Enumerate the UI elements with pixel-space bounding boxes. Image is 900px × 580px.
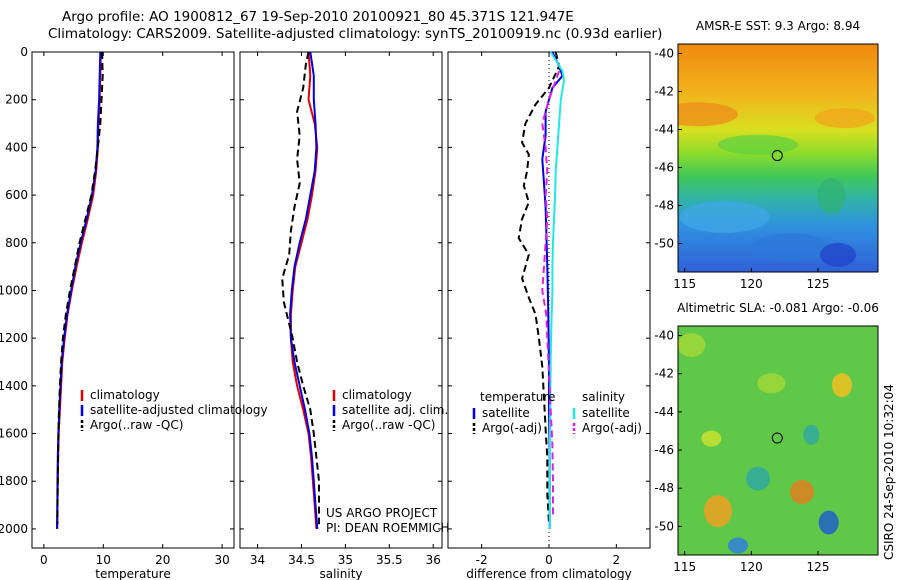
salinity-xtick-label: 35.5 [376, 553, 403, 567]
salinity-legend-label: Argo(..raw -QC) [342, 418, 435, 432]
difference-legend-header-temperature: temperature [480, 390, 555, 404]
sst-field-blob [817, 178, 846, 214]
sla_map-ytick-label: -40 [654, 329, 674, 343]
sla-field-blob [818, 510, 839, 535]
sst-field-blob [814, 108, 875, 129]
salinity-xtick-label: 34.5 [288, 553, 315, 567]
temperature-xlabel: temperature [95, 567, 170, 580]
sst-field-base [678, 44, 878, 272]
temperature-xtick-label: 30 [214, 553, 229, 567]
sst_map-xtick-label: 125 [807, 277, 830, 291]
sla-field-blob [746, 466, 770, 491]
temperature-series-climatology [56, 51, 102, 529]
difference-xtick-label: -2 [476, 553, 488, 567]
sst_map-ytick-label: -40 [654, 47, 674, 61]
salinity-xtick-label: 36 [426, 553, 441, 567]
temperature-legend-label: climatology [90, 388, 160, 402]
footer-project: US ARGO PROJECT [326, 506, 438, 520]
difference-series-salinity-satellite [548, 51, 566, 529]
sst_map-argo-marker [771, 150, 783, 162]
ytick-label: 1800 [0, 474, 28, 488]
sla-field-blob [832, 373, 852, 398]
ytick-label: 1600 [0, 427, 28, 441]
difference-xtick-label: 2 [613, 553, 621, 567]
sla_map-ytick-label: -50 [654, 519, 674, 533]
sst_map-xtick-label: 115 [673, 277, 696, 291]
temperature-series-satellite-adjusted-climatology [56, 51, 102, 529]
salinity-series-argo-raw-qc- [281, 51, 320, 525]
ytick-label: 1200 [0, 331, 28, 345]
ytick-label: 200 [5, 93, 28, 107]
sst_map-ytick-label: -50 [654, 237, 674, 251]
difference-legend-label: Argo(-adj) [482, 421, 542, 435]
temperature-legend-label: satellite-adjusted climatology [90, 403, 268, 417]
footer-pi: PI: DEAN ROEMMICH [326, 521, 449, 535]
salinity-xtick-label: 34 [250, 553, 265, 567]
salinity-series-climatology [289, 51, 319, 529]
sst_map-ytick-label: -42 [654, 85, 674, 99]
temperature-xtick-label: 0 [40, 553, 48, 567]
sst_map-field [678, 44, 878, 272]
title-line-1: Argo profile: AO 1900812_67 19-Sep-2010 … [62, 9, 574, 25]
sla_map-xtick-label: 125 [807, 560, 830, 574]
ytick-label: 1000 [0, 283, 28, 297]
ytick-label: 1400 [0, 379, 28, 393]
sla-field-blob [803, 424, 820, 445]
sla_map-ytick-label: -42 [654, 367, 674, 381]
salinity-axes-frame [239, 51, 443, 549]
temperature-xtick-label: 20 [155, 553, 170, 567]
temperature-legend-label: Argo(..raw -QC) [90, 418, 183, 432]
sst-field-blob [751, 233, 832, 262]
temperature-axes-frame [31, 51, 235, 549]
sst_map-ytick-label: -46 [654, 161, 674, 175]
sst-field-blob [679, 200, 770, 233]
temperature-xtick-label: 10 [96, 553, 111, 567]
sla_map-xtick-label: 115 [673, 560, 696, 574]
difference-legend-header-salinity: salinity [582, 390, 625, 404]
sla-field-blob [704, 495, 732, 528]
sla-field-blob [757, 373, 786, 394]
ytick-label: 600 [5, 188, 28, 202]
difference-legend-label: satellite [482, 406, 530, 420]
sla-field-blob [678, 333, 706, 358]
sst-field-blob [820, 242, 856, 267]
difference-xlabel: difference from climatology [466, 567, 632, 580]
ytick-label: 400 [5, 140, 28, 154]
ytick-label: 2000 [0, 522, 28, 536]
difference-legend-label: Argo(-adj) [582, 421, 642, 435]
sla_map-field [678, 326, 878, 555]
sst-field-blob [718, 134, 798, 155]
sla_map-title: Altimetric SLA: -0.081 Argo: -0.06 [677, 301, 879, 315]
sla-field-blob [728, 537, 748, 554]
sla_map-argo-marker [771, 432, 783, 444]
difference-legend-label: satellite [582, 406, 630, 420]
sla_map-ytick-label: -48 [654, 481, 674, 495]
difference-series-temperature-argo-adj- [517, 51, 561, 525]
sst_map-title: AMSR-E SST: 9.3 Argo: 8.94 [696, 19, 860, 33]
side-stamp: CSIRO 24-Sep-2010 10:32:04 [882, 384, 896, 560]
sst_map-frame [677, 43, 879, 273]
ytick-label: 800 [5, 236, 28, 250]
salinity-legend-label: satellite adj. clim. [342, 403, 448, 417]
difference-xtick-label: 0 [545, 553, 553, 567]
sst_map-ytick-label: -44 [654, 123, 674, 137]
sst_map-ytick-label: -48 [654, 199, 674, 213]
salinity-series-satellite-adj-clim- [289, 51, 319, 529]
sst-field-blob [678, 102, 738, 127]
sla_map-xtick-label: 120 [740, 560, 763, 574]
salinity-legend-label: climatology [342, 388, 412, 402]
ytick-label: 0 [20, 45, 28, 59]
sla-field-blob [790, 480, 814, 505]
sla_map-ytick-label: -44 [654, 405, 674, 419]
title-line-2: Climatology: CARS2009. Satellite-adjuste… [48, 26, 663, 42]
salinity-xtick-label: 35 [338, 553, 353, 567]
sla_map-ytick-label: -46 [654, 443, 674, 457]
sst_map-xtick-label: 120 [740, 277, 763, 291]
difference-series-salinity-argo-adj- [541, 70, 561, 517]
sla_map-frame [677, 325, 879, 556]
temperature-series-argo-raw-qc- [56, 51, 104, 525]
salinity-xlabel: salinity [319, 567, 362, 580]
sla-field-blob [701, 430, 722, 447]
